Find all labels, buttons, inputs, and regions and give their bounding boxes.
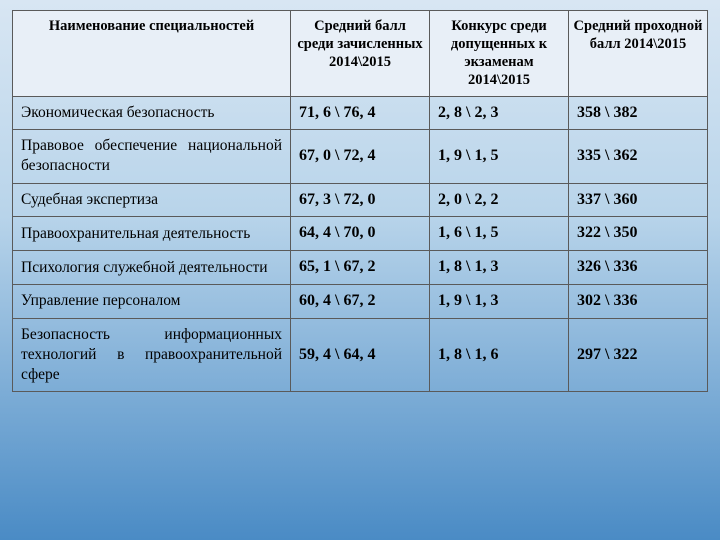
pass-score: 337 \ 360 (569, 183, 708, 217)
table-row: Экономическая безопасность 71, 6 \ 76, 4… (13, 96, 708, 130)
pass-score: 297 \ 322 (569, 318, 708, 391)
pass-score: 326 \ 336 (569, 251, 708, 285)
specialty-name: Безопасность информационных технологий в… (13, 318, 291, 391)
col-header-pass-score: Средний проходной балл 2014\2015 (569, 11, 708, 97)
table-row: Безопасность информационных технологий в… (13, 318, 708, 391)
table-header-row: Наименование специальностей Средний балл… (13, 11, 708, 97)
avg-score: 59, 4 \ 64, 4 (291, 318, 430, 391)
col-header-competition: Конкурс среди допущенных к экзаменам 201… (430, 11, 569, 97)
competition: 1, 9 \ 1, 5 (430, 130, 569, 183)
avg-score: 64, 4 \ 70, 0 (291, 217, 430, 251)
competition: 2, 8 \ 2, 3 (430, 96, 569, 130)
avg-score: 60, 4 \ 67, 2 (291, 284, 430, 318)
col-header-name: Наименование специальностей (13, 11, 291, 97)
avg-score: 65, 1 \ 67, 2 (291, 251, 430, 285)
competition: 2, 0 \ 2, 2 (430, 183, 569, 217)
avg-score: 71, 6 \ 76, 4 (291, 96, 430, 130)
competition: 1, 8 \ 1, 6 (430, 318, 569, 391)
specialty-name: Судебная экспертиза (13, 183, 291, 217)
col-header-avg-score: Средний балл среди зачисленных 2014\2015 (291, 11, 430, 97)
competition: 1, 8 \ 1, 3 (430, 251, 569, 285)
pass-score: 322 \ 350 (569, 217, 708, 251)
table-row: Судебная экспертиза 67, 3 \ 72, 0 2, 0 \… (13, 183, 708, 217)
pass-score: 302 \ 336 (569, 284, 708, 318)
avg-score: 67, 3 \ 72, 0 (291, 183, 430, 217)
competition: 1, 6 \ 1, 5 (430, 217, 569, 251)
table-row: Правовое обеспечение национальной безопа… (13, 130, 708, 183)
specialty-name: Экономическая безопасность (13, 96, 291, 130)
table-row: Психология служебной деятельности 65, 1 … (13, 251, 708, 285)
avg-score: 67, 0 \ 72, 4 (291, 130, 430, 183)
admissions-table: Наименование специальностей Средний балл… (12, 10, 708, 392)
competition: 1, 9 \ 1, 3 (430, 284, 569, 318)
specialty-name: Правовое обеспечение национальной безопа… (13, 130, 291, 183)
specialty-name: Правоохранительная деятельность (13, 217, 291, 251)
pass-score: 335 \ 362 (569, 130, 708, 183)
table-row: Правоохранительная деятельность 64, 4 \ … (13, 217, 708, 251)
specialty-name: Психология служебной деятельности (13, 251, 291, 285)
table-row: Управление персоналом 60, 4 \ 67, 2 1, 9… (13, 284, 708, 318)
pass-score: 358 \ 382 (569, 96, 708, 130)
specialty-name: Управление персоналом (13, 284, 291, 318)
